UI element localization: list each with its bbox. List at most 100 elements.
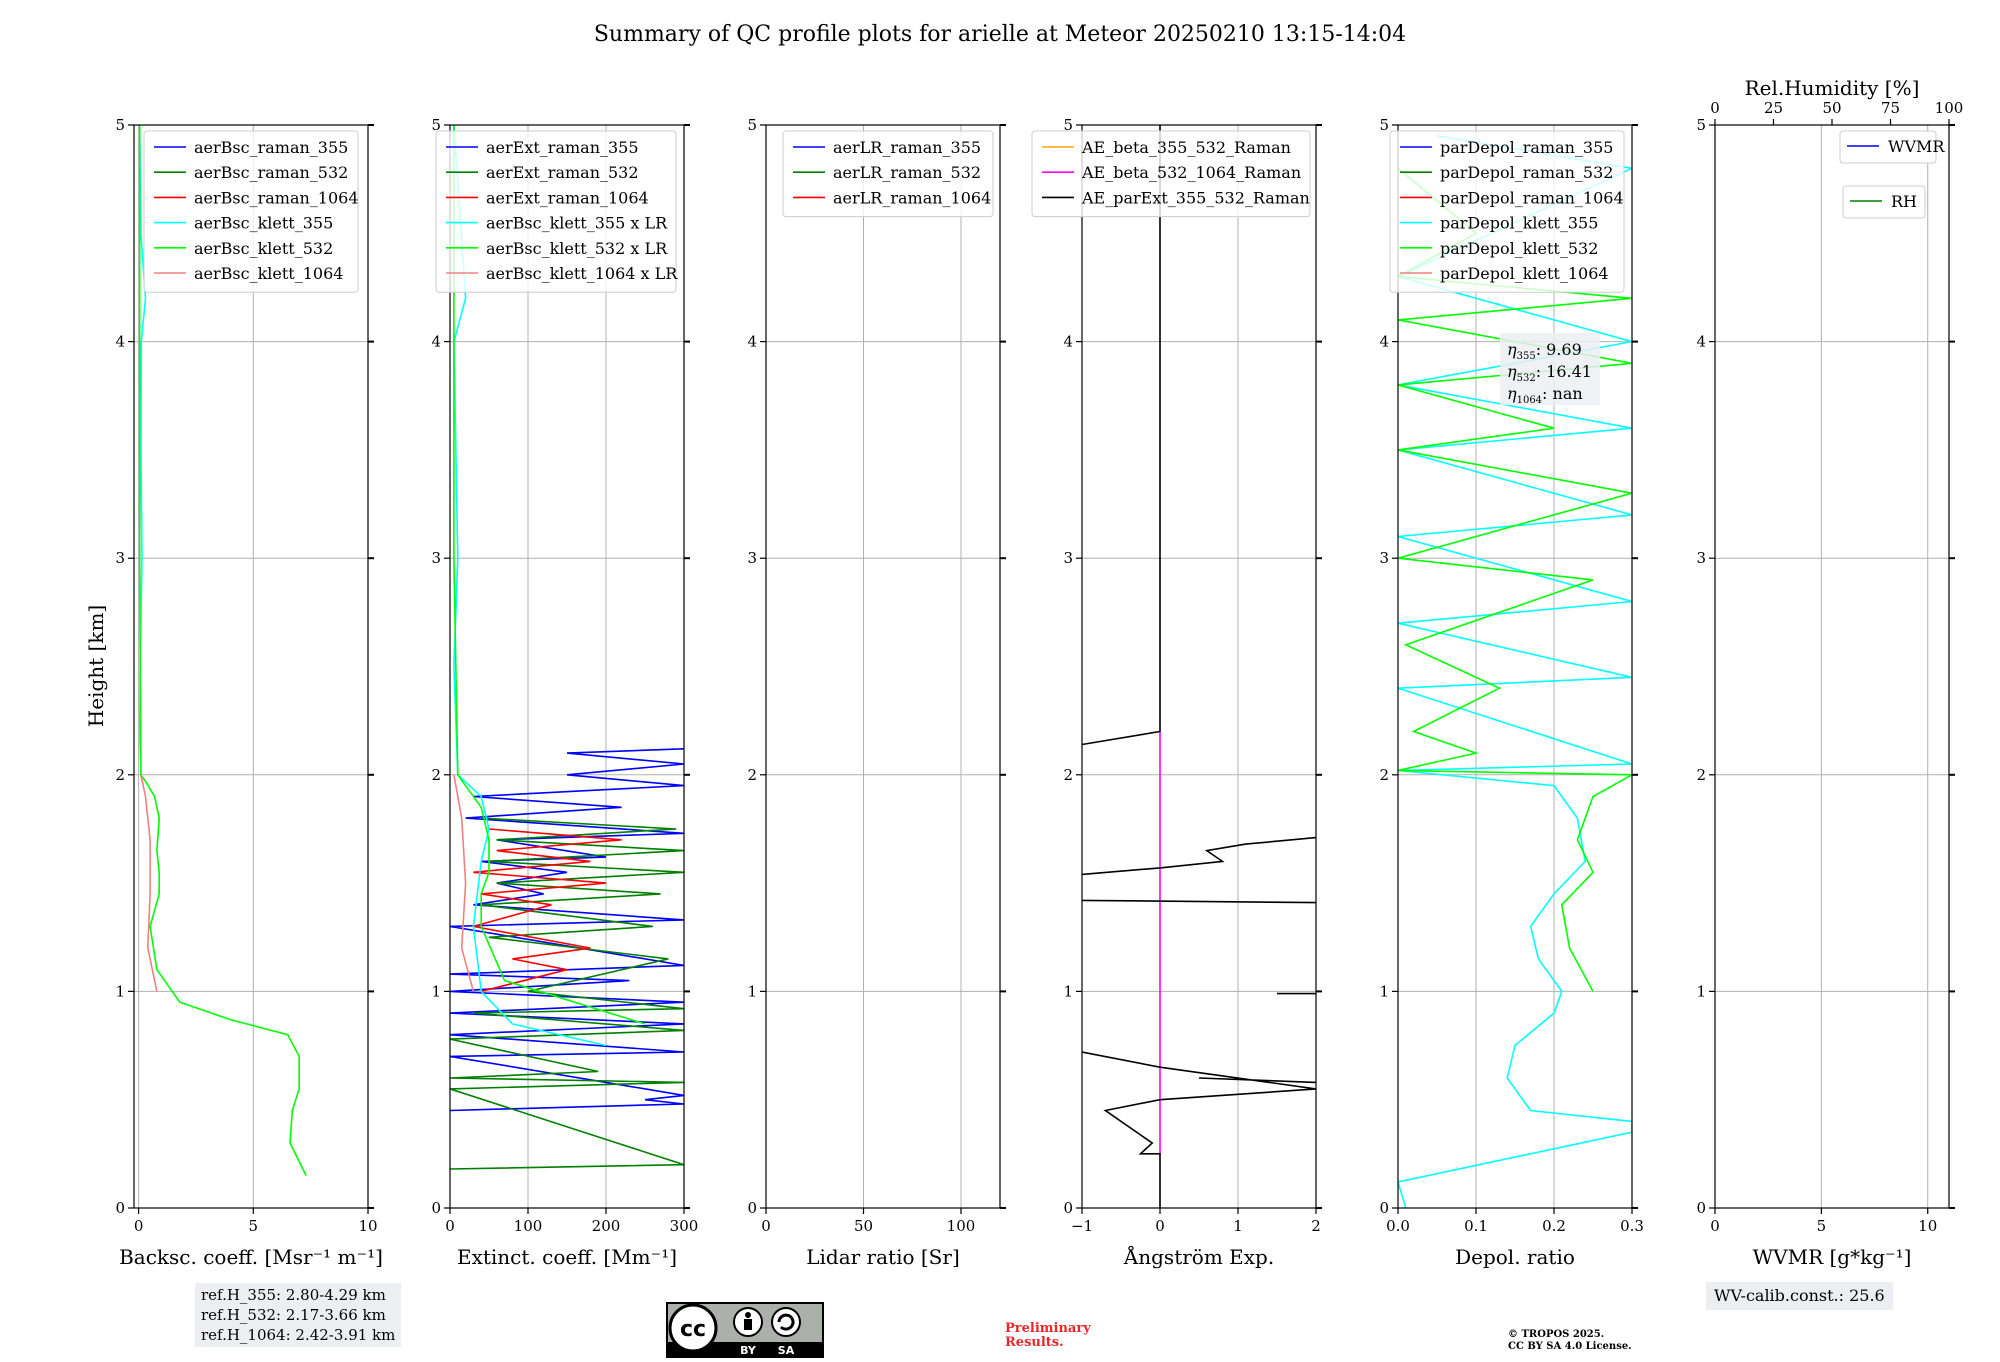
x-tick-label: 100 (947, 1217, 976, 1235)
series-line-aerBsc_klett_532 x LR (453, 125, 646, 1025)
x-tick-label: 0 (761, 1217, 771, 1235)
x-tick-label: 50 (854, 1217, 873, 1235)
panel-extinction: 0 1 2 3 4 5 0 100 200 300 Extinct. coeff. [Mm⁻¹] ae… (431, 116, 698, 1269)
y-tick-label: 1 (1379, 982, 1389, 1000)
figure-title: Summary of QC profile plots for arielle … (593, 22, 1407, 47)
panel-depol: 0 1 2 3 4 5 0.0 0.1 0.2 0.3 Depol. ratio parDepol_r… (1379, 116, 1643, 1269)
y-tick-label: 4 (431, 333, 441, 351)
y-tick-label: 2 (747, 766, 757, 784)
y-tick-label: 4 (747, 333, 757, 351)
legend-label: aerBsc_klett_532 (194, 239, 333, 258)
y-tick-label: 3 (1379, 549, 1389, 567)
legend-label: aerBsc_klett_355 (194, 214, 333, 233)
top-x-tick-label: 25 (1764, 99, 1783, 117)
preliminary-results-note: Preliminary Results. (1005, 1322, 1091, 1350)
eta-label-1064: η1064: nan (1507, 384, 1583, 406)
legend-label: aerBsc_raman_532 (194, 163, 348, 182)
y-tick-label: 0 (747, 1199, 757, 1217)
y-tick-label: 5 (1379, 116, 1389, 134)
series-line-parDepol_klett_355 (1398, 135, 1632, 1208)
y-tick-label: 4 (1063, 333, 1073, 351)
series-line-parDepol_klett_532 (1398, 167, 1632, 992)
y-tick-label: 4 (1379, 333, 1389, 351)
legend-label: aerBsc_raman_355 (194, 138, 348, 157)
x-tick-label: 1 (1233, 1217, 1243, 1235)
top-x-tick-label: 50 (1822, 99, 1841, 117)
x-tick-label: 0 (445, 1217, 455, 1235)
x-tick-label: 0.0 (1386, 1217, 1410, 1235)
cc-by-sa-badge: cc BY SA (666, 1302, 824, 1362)
eta-annotation-box (1500, 333, 1600, 405)
y-tick-label: 5 (115, 116, 125, 134)
y-tick-label: 0 (1063, 1199, 1073, 1217)
legend-label: parDepol_klett_355 (1440, 214, 1598, 233)
copyright-line-1: © TROPOS 2025. (1508, 1329, 1605, 1340)
x-tick-label: 0 (1155, 1217, 1165, 1235)
legend-label: parDepol_raman_532 (1440, 163, 1613, 182)
copyright-line-2: CC BY SA 4.0 License. (1508, 1341, 1632, 1352)
y-tick-label: 1 (115, 982, 125, 1000)
reference-heights-box: ref.H_355: 2.80-4.29 km ref.H_532: 2.17-… (195, 1283, 402, 1347)
preliminary-line-1: Preliminary (1005, 1321, 1091, 1336)
legend-label: aerLR_raman_532 (833, 163, 981, 182)
x-axis-label: Extinct. coeff. [Mm⁻¹] (457, 1245, 677, 1269)
y-tick-label: 1 (1696, 982, 1706, 1000)
eta-subscript: 1064 (1517, 395, 1542, 406)
top-x-tick-label: 100 (1935, 99, 1964, 117)
x-tick-label: 0.1 (1464, 1217, 1488, 1235)
legend-label: AE_beta_355_532_Raman (1081, 138, 1291, 157)
eta-subscript: 532 (1517, 373, 1536, 384)
x-tick-label: 2 (1311, 1217, 1321, 1235)
cc-by-label: BY (740, 1344, 757, 1357)
axes-frame (449, 124, 685, 1209)
y-tick-label: 3 (1063, 549, 1073, 567)
legend-label: parDepol_raman_1064 (1440, 188, 1624, 207)
legend-label: parDepol_klett_1064 (1440, 264, 1609, 283)
y-tick-label: 1 (431, 982, 441, 1000)
legend-label: aerBsc_klett_355 x LR (486, 214, 668, 233)
eta-subscript: 355 (1517, 351, 1536, 362)
y-tick-label: 2 (115, 766, 125, 784)
series-line-AE_parExt_355_532_Raman (1082, 125, 1316, 1208)
legend-box (782, 130, 994, 218)
legend-label: aerExt_raman_1064 (486, 188, 649, 207)
x-tick-label: 200 (592, 1217, 621, 1235)
x-tick-label: 100 (514, 1217, 543, 1235)
legend-label: RH (1891, 192, 1917, 211)
y-tick-label: 2 (1063, 766, 1073, 784)
wv-calibration-box: WV-calib.const.: 25.6 (1706, 1282, 1893, 1310)
eta-label-532: η532: 16.41 (1507, 362, 1592, 384)
legend-label: aerExt_raman_532 (486, 163, 639, 182)
legend-label: WVMR (1888, 137, 1945, 156)
eta-value: : nan (1542, 384, 1583, 403)
y-tick-label: 3 (431, 549, 441, 567)
legend-label: aerBsc_klett_1064 x LR (486, 264, 678, 283)
y-tick-label: 5 (1696, 116, 1706, 134)
eta-symbol: η (1507, 384, 1517, 403)
wv-calibration-text: WV-calib.const.: 25.6 (1714, 1286, 1885, 1305)
x-tick-label: 0 (134, 1217, 144, 1235)
y-tick-label: 2 (431, 766, 441, 784)
panel-backscatter: 0 1 2 3 4 5 0 5 10 Backsc. coeff. [Msr⁻¹ m⁻¹] aerB… (115, 116, 382, 1269)
axes-frame (1081, 124, 1317, 1209)
svg-text:cc: cc (680, 1317, 706, 1342)
y-tick-label: 0 (431, 1199, 441, 1217)
top-x-tick-label: 75 (1881, 99, 1900, 117)
y-tick-label: 3 (1696, 549, 1706, 567)
eta-value: : 16.41 (1536, 362, 1592, 381)
y-tick-label: 2 (1379, 766, 1389, 784)
legend-box (1842, 185, 1926, 219)
series-line-aerBsc_klett_532 (138, 125, 307, 1176)
x-tick-label: 10 (1918, 1217, 1937, 1235)
y-tick-label: 4 (1696, 333, 1706, 351)
cc-badge-graphic: cc BY SA (666, 1302, 824, 1358)
x-tick-label: 5 (249, 1217, 259, 1235)
legend-label: AE_parExt_355_532_Raman (1081, 188, 1310, 207)
ref-height-532: ref.H_532: 2.17-3.66 km (201, 1306, 386, 1324)
eta-symbol: η (1507, 362, 1517, 381)
legend-label: aerBsc_klett_1064 (194, 264, 343, 283)
legend-label: aerBsc_raman_1064 (194, 188, 359, 207)
